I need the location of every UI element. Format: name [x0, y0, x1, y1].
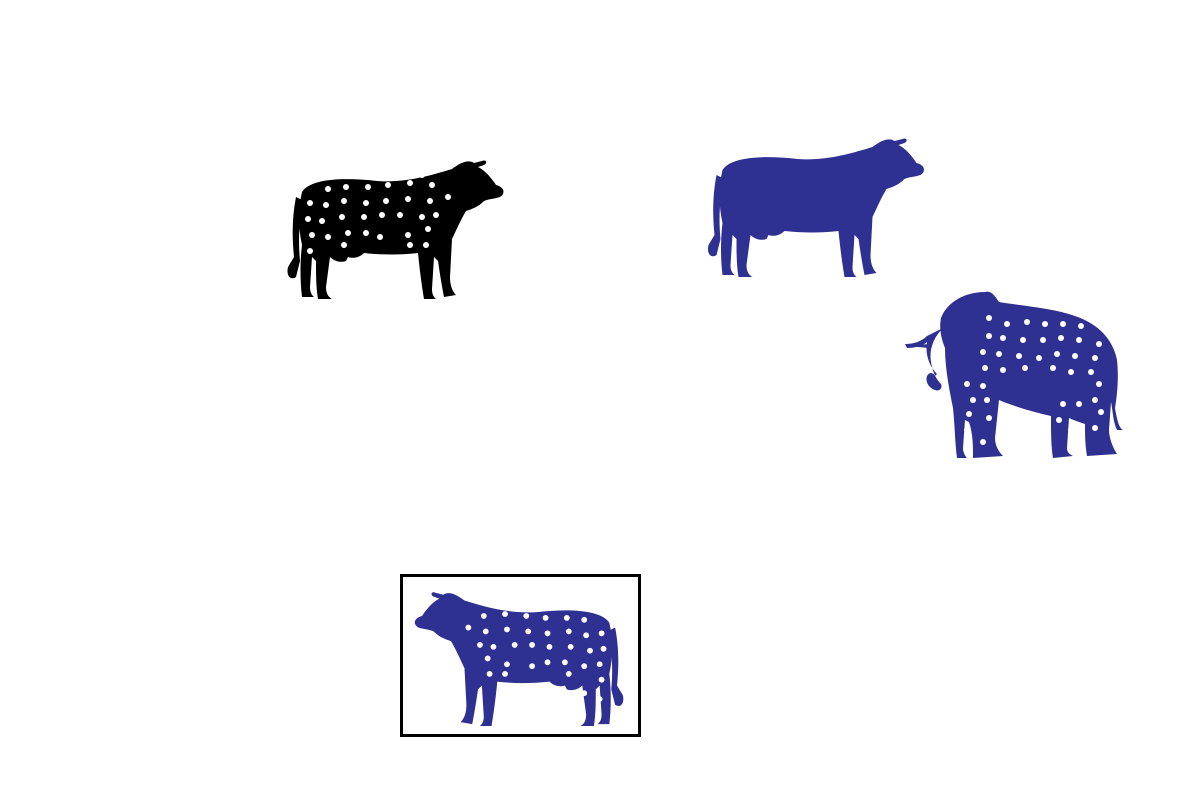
cow-figure-blue-spotted — [414, 592, 624, 727]
elephant-figure-blue-spotted[interactable] — [903, 288, 1128, 463]
cow-figure-blue-plain[interactable] — [700, 133, 930, 278]
cow-spots — [305, 172, 451, 254]
selected-cow-box[interactable] — [400, 574, 641, 737]
elephant-spots — [964, 315, 1104, 445]
cow-spots — [465, 611, 607, 702]
cow-figure-black-spotted[interactable] — [282, 155, 507, 300]
